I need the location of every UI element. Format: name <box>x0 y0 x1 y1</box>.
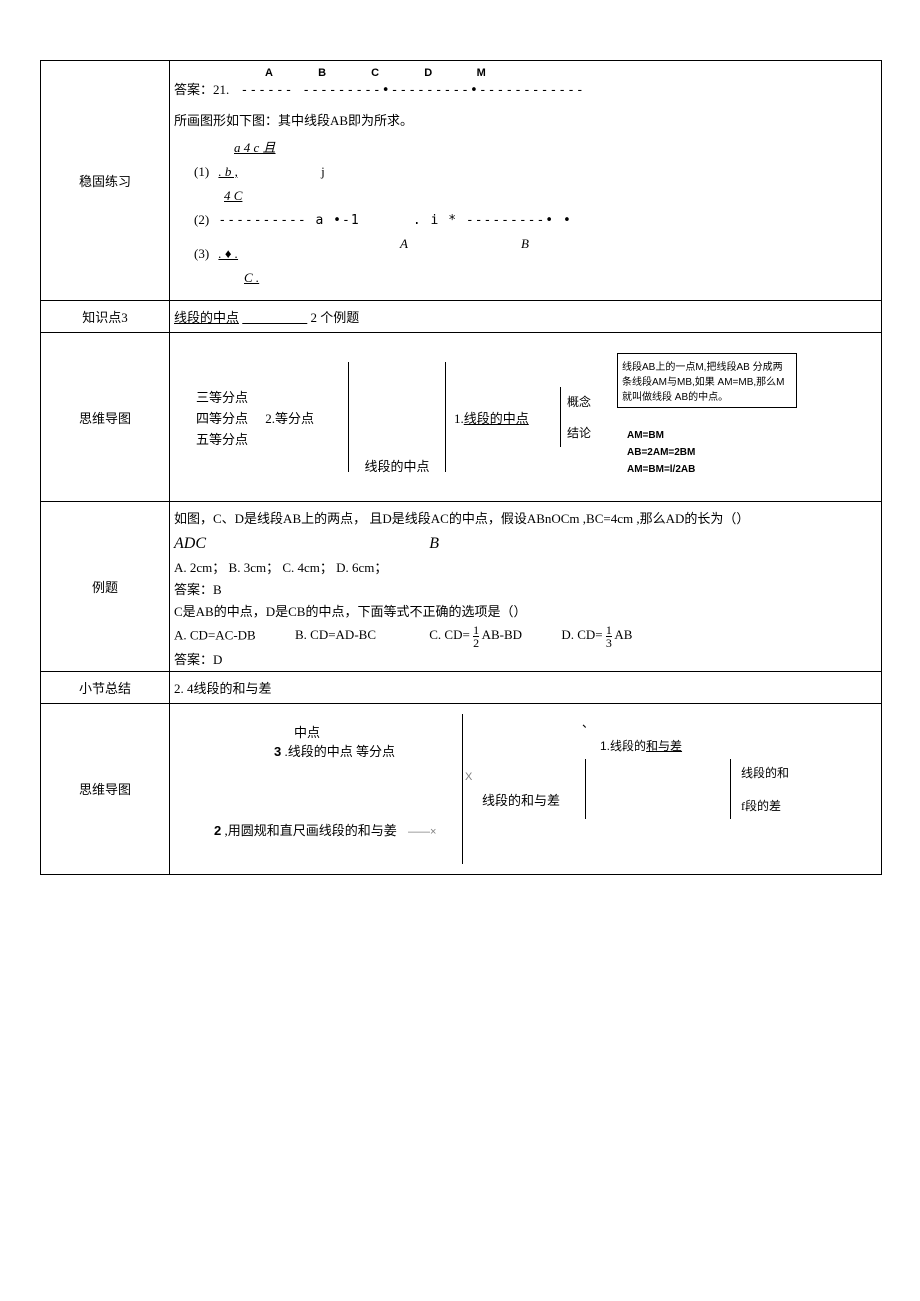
ex-adc: ADC <box>174 535 206 552</box>
label-example: 例题 <box>41 502 170 671</box>
ex-optC: C. CD= 12 AB-BD <box>429 627 525 642</box>
mm1-mid: 1.线段的中点 <box>454 408 554 427</box>
item2: (2) ---------- a •-1 . i * ---------• • <box>194 212 877 228</box>
item3b: C . <box>244 270 877 286</box>
k3-underline-ext <box>242 310 307 325</box>
content-practice: A B C D M 答案：21. ------ ---------•------… <box>170 61 881 300</box>
mm1-bar1 <box>348 362 349 472</box>
ex-optD: D. CD= 13 AB <box>561 627 632 642</box>
content-mindmap1: 三等分点 四等分点 2.等分点 五等分点 线段的中点 1.线段的中点 概念 结论 <box>170 333 881 501</box>
ul-a4c: a 4 c 且 <box>234 137 877 156</box>
desc-line: 所画图形如下图：其中线段AB即为所求。 <box>174 110 877 129</box>
mm1-f3: AM=BM=l/2AB <box>627 464 797 475</box>
row-mindmap1: 思维导图 三等分点 四等分点 2.等分点 五等分点 线段的中点 1.线段的中点 … <box>41 333 881 502</box>
letter-c: C <box>350 67 400 79</box>
mm1-r1: 概念 <box>567 393 617 410</box>
letter-b: B <box>297 67 347 79</box>
ex-adc-line: ADC B <box>174 530 877 557</box>
mm1-box: 线段AB上的一点M,把线段AB 分成两条线段AM与MB,如果 AM=MB,那么M… <box>617 353 797 408</box>
row-summary: 小节总结 2. 4线段的和与差 <box>41 672 881 704</box>
letters-row: A B C D M <box>174 67 877 79</box>
mm2-center: X 线段的和与差 <box>471 714 571 864</box>
ul-4c: 4 C <box>224 188 877 204</box>
mm2-bar3 <box>730 759 731 819</box>
label-knowledge3: 知识点3 <box>41 301 170 332</box>
letter-d: D <box>403 67 453 79</box>
mm2-item2: 2 ,用圆规和直尺画线段的和与姜 ——× <box>214 820 454 839</box>
label-summary: 小节总结 <box>41 672 170 703</box>
mm2-right: 线段的和 f段的差 <box>741 714 821 864</box>
mm2-tick: 、 <box>582 714 594 731</box>
ex-q1: 如图，C、D是线段AB上的两点， 且D是线段AC的中点，假设ABnOCm ,BC… <box>174 508 877 530</box>
mm1-l3: 五等分点 <box>196 429 340 448</box>
frac-1-2: 12 <box>473 624 479 649</box>
label-mindmap2: 思维导图 <box>41 704 170 874</box>
row-practice: 稳固练习 A B C D M 答案：21. ------ ---------•-… <box>41 61 881 301</box>
ex-opts2: A. CD=AC-DB B. CD=AD-BC C. CD= 12 AB-BD … <box>174 624 877 649</box>
ex-optA: A. CD=AC-DB <box>174 627 256 642</box>
frac-1-3: 13 <box>606 624 612 649</box>
label-practice: 稳固练习 <box>41 61 170 300</box>
mm1-formulas: AM=BM AB=2AM=2BM AM=BM=l/2AB <box>627 424 797 481</box>
mm1-l1: 三等分点 <box>196 387 340 406</box>
letter-m: M <box>456 67 506 79</box>
ex-q2: C是AB的中点，D是CB的中点，下面等式不正确的选项是（） <box>174 601 877 623</box>
mm1-f2: AB=2AM=2BM <box>627 447 797 458</box>
label-mindmap1: 思维导图 <box>41 333 170 501</box>
mm1-bar2 <box>445 362 446 472</box>
ex-optB: B. CD=AD-BC <box>295 627 376 642</box>
mm1-left: 三等分点 四等分点 2.等分点 五等分点 <box>180 385 340 450</box>
content-summary: 2. 4线段的和与差 <box>170 672 881 703</box>
mm2-item1: 中点 3 .线段的中点 等分点 <box>274 722 454 760</box>
mm1-right1: 概念 结论 <box>567 379 617 455</box>
mm1-rightcol: 线段AB上的一点M,把线段AB 分成两条线段AM与MB,如果 AM=MB,那么M… <box>617 353 797 481</box>
row-example: 例题 如图，C、D是线段AB上的两点， 且D是线段AC的中点，假设ABnOCm … <box>41 502 881 672</box>
mm2-mid: 、 1.线段的和与差 <box>600 714 720 864</box>
item1: (1) . b , j <box>194 164 877 180</box>
mm2-r2: f段的差 <box>741 797 821 814</box>
content-mindmap2: 中点 3 .线段的中点 等分点 2 ,用圆规和直尺画线段的和与姜 ——× X 线 <box>170 704 881 874</box>
k3-tail: 2 个例题 <box>311 310 360 325</box>
ex-opts1: A. 2cm； B. 3cm； C. 4cm； D. 6cm； <box>174 557 877 579</box>
mm1-center: 线段的中点 <box>357 456 437 475</box>
mm1-bar3 <box>560 387 561 447</box>
k3-title: 线段的中点 <box>174 310 239 325</box>
answer-21: 答案：21. ------ ---------•---------•------… <box>174 79 877 98</box>
content-example: 如图，C、D是线段AB上的两点， 且D是线段AC的中点，假设ABnOCm ,BC… <box>170 502 881 671</box>
ex-ans2: 答案：D <box>174 649 877 671</box>
mm2-left: 中点 3 .线段的中点 等分点 2 ,用圆规和直尺画线段的和与姜 ——× <box>174 714 454 864</box>
mm2-bar1 <box>462 714 463 864</box>
ex-ans1: 答案：B <box>174 579 877 601</box>
page-table: 稳固练习 A B C D M 答案：21. ------ ---------•-… <box>40 60 882 875</box>
content-knowledge3: 线段的中点 2 个例题 <box>170 301 881 332</box>
mm1-r2: 结论 <box>567 424 617 441</box>
ex-b: B <box>429 535 439 552</box>
row-knowledge3: 知识点3 线段的中点 2 个例题 <box>41 301 881 333</box>
mm1-f1: AM=BM <box>627 430 797 441</box>
letter-a: A <box>244 67 294 79</box>
row-mindmap2: 思维导图 中点 3 .线段的中点 等分点 2 ,用圆规和直尺画线段的和与姜 ——… <box>41 704 881 875</box>
mm2-bar2 <box>585 759 586 819</box>
mm2-x-tick: X <box>465 768 472 784</box>
item3: (3) . ♦ . <box>194 246 877 262</box>
mm2-r1: 线段的和 <box>741 764 821 781</box>
mm1-l2: 四等分点 2.等分点 <box>196 408 340 427</box>
